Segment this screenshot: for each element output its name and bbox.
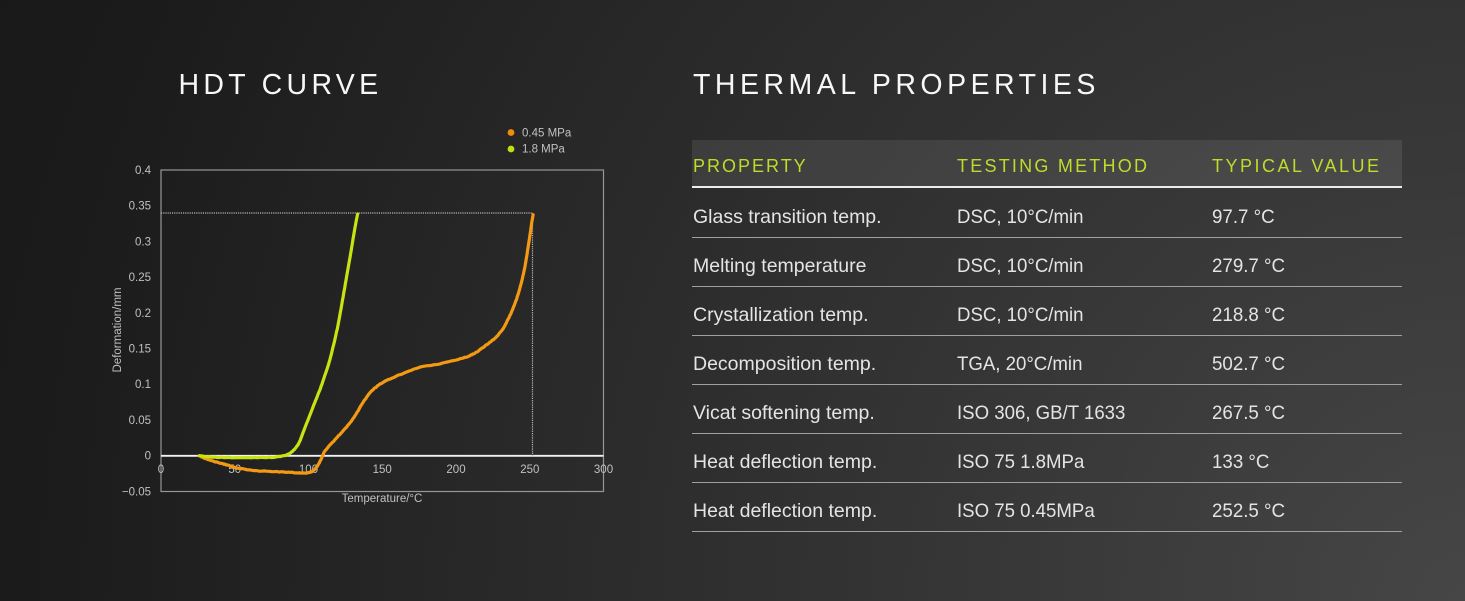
- svg-text:0.1: 0.1: [135, 379, 151, 391]
- svg-text:0.05: 0.05: [129, 415, 151, 427]
- svg-text:0.2: 0.2: [135, 308, 151, 320]
- svg-text:0.45 MPa: 0.45 MPa: [522, 127, 572, 139]
- svg-text:200: 200: [446, 464, 465, 476]
- svg-text:0: 0: [145, 451, 151, 463]
- svg-text:Temperature/°C: Temperature/°C: [342, 493, 423, 505]
- svg-text:150: 150: [373, 464, 392, 476]
- svg-text:Deformation/mm: Deformation/mm: [112, 288, 124, 373]
- svg-text:0.35: 0.35: [129, 201, 151, 213]
- svg-text:−0.05: −0.05: [122, 486, 151, 498]
- svg-text:300: 300: [594, 464, 613, 476]
- svg-text:0: 0: [158, 464, 164, 476]
- svg-text:0.4: 0.4: [135, 165, 152, 177]
- svg-text:250: 250: [520, 464, 539, 476]
- svg-text:0.15: 0.15: [129, 344, 151, 356]
- svg-text:0.3: 0.3: [135, 236, 151, 248]
- svg-text:1.8 MPa: 1.8 MPa: [522, 143, 565, 155]
- svg-text:0.25: 0.25: [129, 272, 151, 284]
